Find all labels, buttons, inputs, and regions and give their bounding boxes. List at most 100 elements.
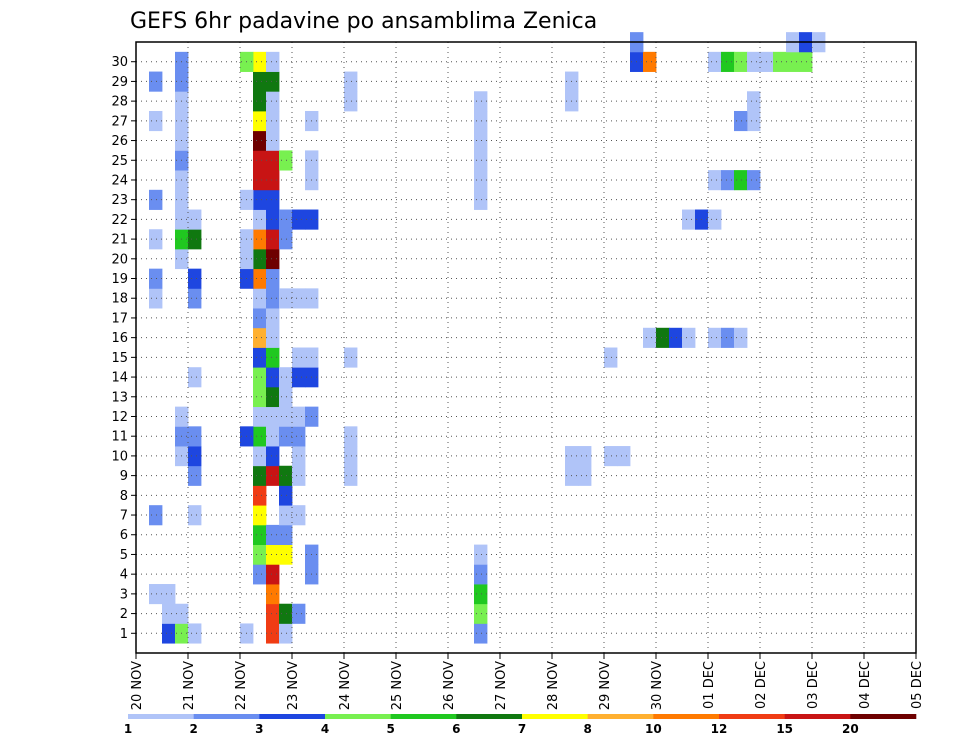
heatmap-cell xyxy=(266,544,280,565)
heatmap-cell xyxy=(344,71,358,92)
y-tick-label: 25 xyxy=(111,154,128,169)
y-tick-label: 23 xyxy=(111,193,128,208)
y-tick-label: 7 xyxy=(120,509,128,524)
legend: 1 2 3 4 5 6 7 8 10 12 15 20 xyxy=(124,714,917,736)
y-tick-label: 5 xyxy=(120,548,128,563)
heatmap-cell xyxy=(344,91,358,112)
heatmap-cell xyxy=(266,130,280,151)
heatmap-cell xyxy=(188,505,202,526)
heatmap-cell xyxy=(279,426,293,447)
heatmap-cell xyxy=(253,189,267,210)
heatmap-cell xyxy=(188,268,202,289)
y-tick-label: 29 xyxy=(111,75,128,90)
legend-label: 1 xyxy=(124,722,132,736)
legend-label: 12 xyxy=(711,722,728,736)
heatmap-cell xyxy=(266,170,280,191)
heatmap-cell xyxy=(266,229,280,250)
heatmap-cell xyxy=(474,170,488,191)
heatmap-cell xyxy=(253,209,267,230)
heatmap-cell xyxy=(344,446,358,467)
x-tick-label: 28 NOV xyxy=(546,661,561,710)
heatmap-cell xyxy=(734,110,748,132)
heatmap-cell xyxy=(253,110,267,132)
heatmap-cell xyxy=(266,71,280,92)
x-tick-label: 04 DEC xyxy=(858,661,873,709)
x-tick-label: 23 NOV xyxy=(286,661,301,710)
heatmap-cell xyxy=(253,367,267,388)
heatmap-cell xyxy=(734,170,748,191)
heatmap-cell xyxy=(266,347,280,368)
heatmap-cell xyxy=(708,209,722,230)
heatmap-cell xyxy=(344,426,358,447)
heatmap-cell xyxy=(266,288,280,309)
y-tick-label: 15 xyxy=(111,351,128,366)
heatmap-cell xyxy=(149,229,163,250)
heatmap-cell xyxy=(266,91,280,112)
y-tick-label: 2 xyxy=(120,607,128,622)
heatmap-cell xyxy=(253,564,267,585)
y-tick-label: 20 xyxy=(111,252,128,267)
x-tick-label: 21 NOV xyxy=(182,661,197,710)
heatmap-cell xyxy=(474,189,488,210)
heatmap-cell xyxy=(253,327,267,348)
y-tick-label: 1 xyxy=(120,627,128,642)
grid-lines xyxy=(136,42,916,653)
heatmap-cell xyxy=(266,564,280,585)
heatmap-cell xyxy=(669,327,683,348)
x-axis: 20 NOV 21 NOV 22 NOV 23 NOV 24 NOV 25 NOV 26 N… xyxy=(130,653,925,710)
heatmap-cell xyxy=(292,406,306,427)
heatmap-cell xyxy=(279,386,293,408)
heatmap-cell xyxy=(474,150,488,171)
heatmap-cell xyxy=(747,51,761,72)
heatmap-cell xyxy=(253,544,267,565)
heatmap-cell xyxy=(786,51,800,72)
legend-swatch xyxy=(325,714,391,719)
heatmap-cell xyxy=(643,51,657,72)
heatmap-cell xyxy=(266,584,280,605)
plot-frame xyxy=(135,41,917,654)
heatmap-cell xyxy=(734,327,748,348)
heatmap-cell xyxy=(279,209,293,230)
y-tick-label: 12 xyxy=(111,410,128,425)
x-tick-label: 26 NOV xyxy=(442,661,457,710)
heatmap-cell xyxy=(747,170,761,191)
heatmap-cell xyxy=(279,406,293,427)
heatmap-cell xyxy=(279,150,293,171)
heatmap-cell xyxy=(253,268,267,289)
heatmap-cell xyxy=(279,603,293,624)
heatmap-cell xyxy=(279,544,293,565)
heatmap-cell xyxy=(279,465,293,486)
heatmap-cell xyxy=(149,505,163,526)
heatmap-cell xyxy=(188,209,202,230)
heatmap-cell xyxy=(708,170,722,191)
heatmap-cell xyxy=(279,623,293,644)
heatmap-cell xyxy=(773,51,787,72)
legend-swatch xyxy=(522,714,588,719)
y-tick-label: 8 xyxy=(120,489,128,504)
heatmap-cell xyxy=(266,110,280,132)
heatmap-cell xyxy=(474,544,488,565)
heatmap-cell xyxy=(747,110,761,132)
y-tick-label: 21 xyxy=(111,233,128,248)
heatmap-cell xyxy=(253,51,267,72)
heatmap-cell xyxy=(344,465,358,486)
heatmap-cell xyxy=(253,170,267,191)
heatmap-cell xyxy=(266,426,280,447)
y-tick-label: 14 xyxy=(111,371,128,386)
heatmap-cell xyxy=(656,327,670,348)
heatmap-cell xyxy=(188,288,202,309)
heatmap-cell xyxy=(253,426,267,447)
heatmap-cell xyxy=(617,446,631,467)
heatmap-cell xyxy=(253,71,267,92)
heatmap-cell xyxy=(253,386,267,408)
heatmap-cell xyxy=(474,110,488,132)
heatmap-cell xyxy=(149,288,163,309)
heatmap-cell xyxy=(292,367,306,388)
heatmap-cell xyxy=(708,51,722,72)
y-tick-label: 13 xyxy=(111,390,128,405)
heatmap-cell xyxy=(604,446,618,467)
x-tick-label: 20 NOV xyxy=(130,661,145,710)
heatmap-cell xyxy=(188,465,202,486)
legend-label: 10 xyxy=(645,722,662,736)
y-tick-label: 18 xyxy=(111,292,128,307)
